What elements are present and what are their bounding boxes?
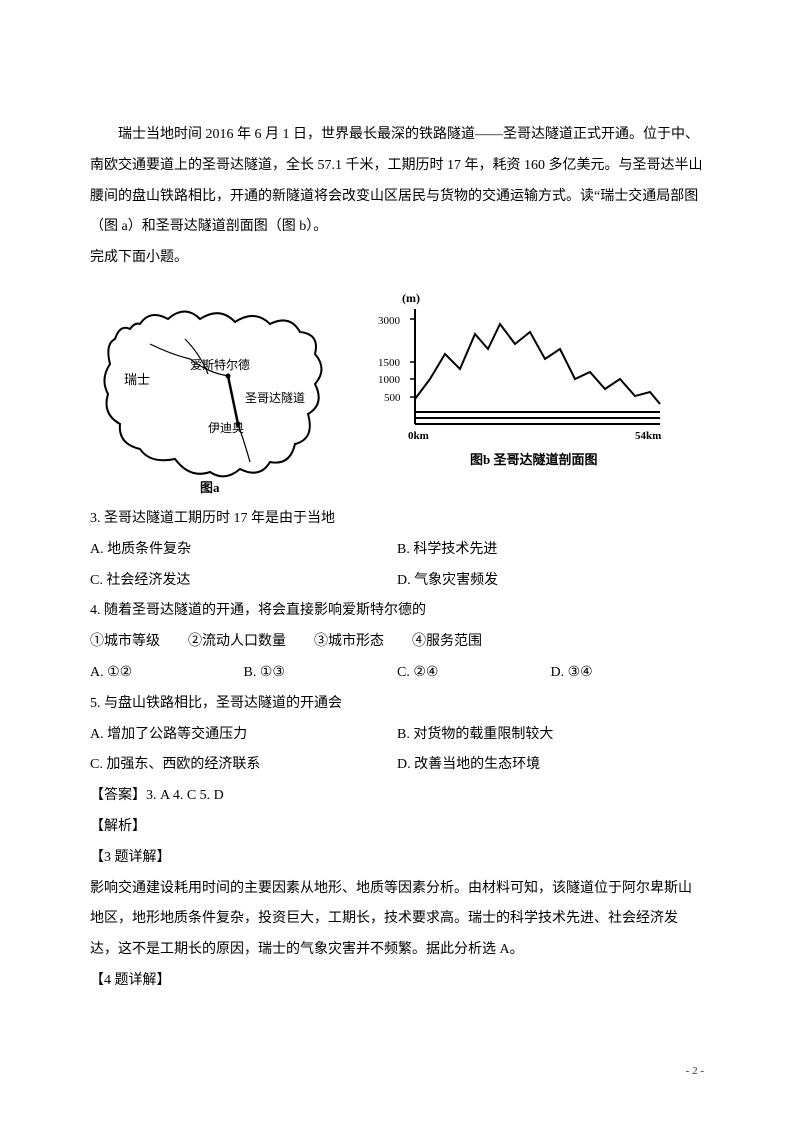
passage-p1: 瑞士当地时间 2016 年 6 月 1 日，世界最长最深的铁路隧道——圣哥达隧道… xyxy=(90,120,704,243)
q4-opt-b: B. ①③ xyxy=(244,658,398,689)
map-label-tunnel: 圣哥达隧道 xyxy=(245,390,305,405)
q3-stem: 3. 圣哥达隧道工期历时 17 年是由于当地 xyxy=(90,504,704,535)
map-label-country: 瑞士 xyxy=(124,372,150,387)
q5-opt-d: D. 改善当地的生态环境 xyxy=(397,750,704,781)
q3-row1: A. 地质条件复杂 B. 科学技术先进 xyxy=(90,535,704,566)
q4-opt-c: C. ②④ xyxy=(397,658,551,689)
page-number: - 2 - xyxy=(686,1059,704,1083)
q4-items: ①城市等级 ②流动人口数量 ③城市形态 ④服务范围 xyxy=(90,627,704,658)
figure-a-map: 瑞士 爱斯特尔德 圣哥达隧道 伊迪奥 图a xyxy=(90,284,340,494)
q5-opt-c: C. 加强东、西欧的经济联系 xyxy=(90,750,397,781)
map-label-south: 伊迪奥 xyxy=(208,421,244,435)
figure-row: 瑞士 爱斯特尔德 圣哥达隧道 伊迪奥 图a (m) 3000 1500 1000… xyxy=(90,284,704,494)
ytick-3000: 3000 xyxy=(378,315,401,327)
map-label-city: 爱斯特尔德 xyxy=(190,357,250,372)
chart-caption: 图b 圣哥达隧道剖面图 xyxy=(470,452,597,467)
answers: 【答案】3. A 4. C 5. D xyxy=(90,781,704,812)
q4-opt-d: D. ③④ xyxy=(551,658,705,689)
q4-opts: A. ①② B. ①③ C. ②④ D. ③④ xyxy=(90,658,704,689)
q3-opt-a: A. 地质条件复杂 xyxy=(90,535,397,566)
q3-row2: C. 社会经济发达 D. 气象灾害频发 xyxy=(90,566,704,597)
q5-opt-a: A. 增加了公路等交通压力 xyxy=(90,720,397,751)
q5-opt-b: B. 对货物的载重限制较大 xyxy=(397,720,704,751)
exp3-title: 【3 题详解】 xyxy=(90,843,704,874)
jiexi-heading: 【解析】 xyxy=(90,812,704,843)
xtick-start: 0km xyxy=(408,430,429,442)
map-caption: 图a xyxy=(200,480,220,494)
q5-stem: 5. 与盘山铁路相比，圣哥达隧道的开通会 xyxy=(90,689,704,720)
q3-opt-d: D. 气象灾害频发 xyxy=(397,566,704,597)
ytick-500: 500 xyxy=(384,392,401,404)
exp3-body: 影响交通建设耗用时间的主要因素从地形、地质等因素分析。由材料可知，该隧道位于阿尔… xyxy=(90,874,704,966)
q4-stem: 4. 随着圣哥达隧道的开通，将会直接影响爱斯特尔德的 xyxy=(90,596,704,627)
chart-y-unit: (m) xyxy=(402,291,420,305)
ytick-1000: 1000 xyxy=(378,374,401,386)
q4-opt-a: A. ①② xyxy=(90,658,244,689)
xtick-end: 54km xyxy=(635,430,661,442)
q5-row1: A. 增加了公路等交通压力 B. 对货物的载重限制较大 xyxy=(90,720,704,751)
q3-opt-c: C. 社会经济发达 xyxy=(90,566,397,597)
exp4-title: 【4 题详解】 xyxy=(90,966,704,997)
ytick-1500: 1500 xyxy=(378,357,401,369)
q3-opt-b: B. 科学技术先进 xyxy=(397,535,704,566)
passage-p2: 完成下面小题。 xyxy=(90,243,704,274)
figure-b-profile: (m) 3000 1500 1000 500 0km 54km 图b 圣哥达隧道… xyxy=(360,284,680,484)
q5-row2: C. 加强东、西欧的经济联系 D. 改善当地的生态环境 xyxy=(90,750,704,781)
